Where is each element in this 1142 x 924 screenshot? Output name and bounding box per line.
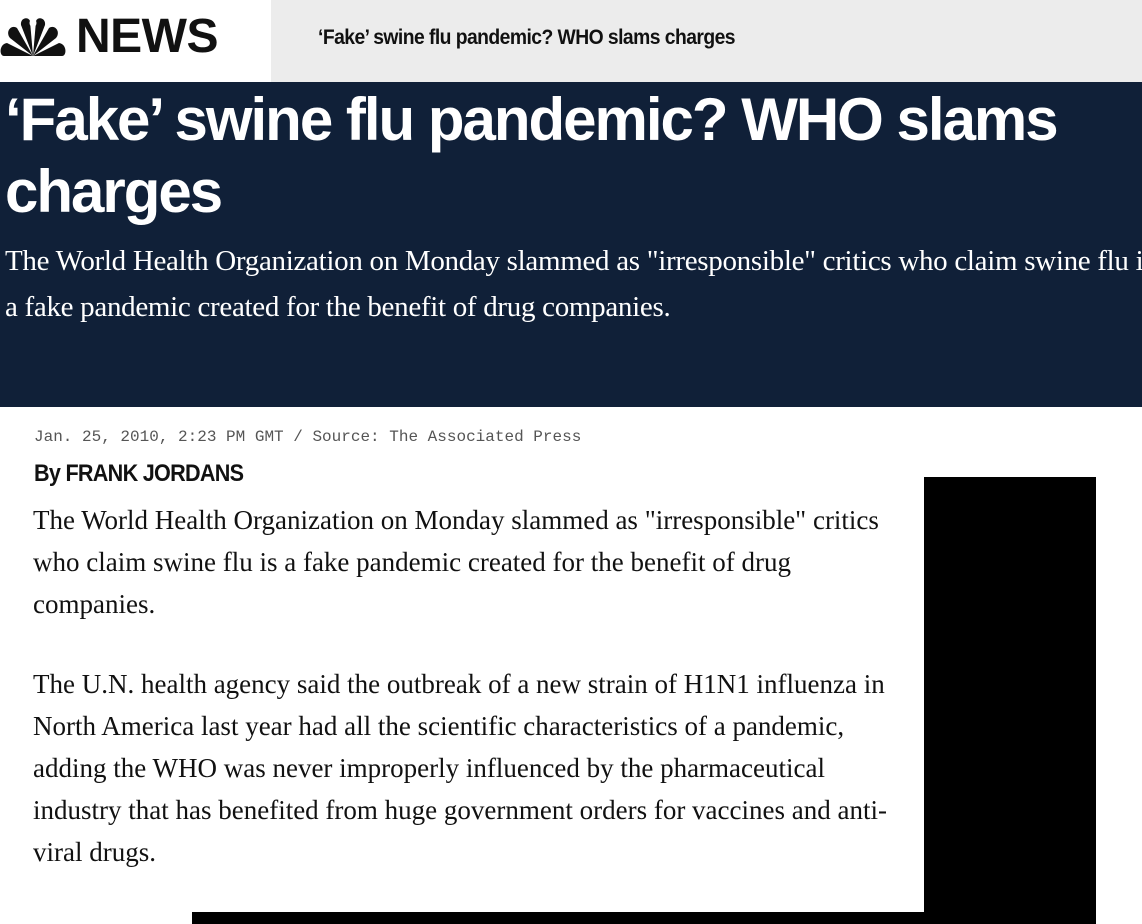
header-article-title: ‘Fake’ swine flu pandemic? WHO slams cha… (318, 26, 736, 49)
article-meta: Jan. 25, 2010, 2:23 PM GMT / Source: The… (34, 428, 582, 446)
article-hero: ‘Fake’ swine flu pandemic? WHO slams cha… (0, 82, 1142, 407)
article-dek: The World Health Organization on Monday … (5, 245, 1142, 323)
article-byline: By FRANK JORDANS (34, 460, 244, 487)
article-paragraph: The World Health Organization on Monday … (33, 505, 879, 619)
ad-slot-right (924, 477, 1096, 924)
peacock-icon (0, 18, 66, 56)
top-navigation-bar: NEWS ‘Fake’ swine flu pandemic? WHO slam… (0, 0, 1142, 82)
logo-wordmark: NEWS (76, 10, 219, 63)
ad-slot-bottom (192, 912, 1096, 924)
page-title: ‘Fake’ swine flu pandemic? WHO slams cha… (5, 86, 1059, 225)
nbc-news-logo[interactable]: NEWS (0, 0, 271, 82)
article-paragraph: The U.N. health agency said the outbreak… (33, 669, 887, 867)
